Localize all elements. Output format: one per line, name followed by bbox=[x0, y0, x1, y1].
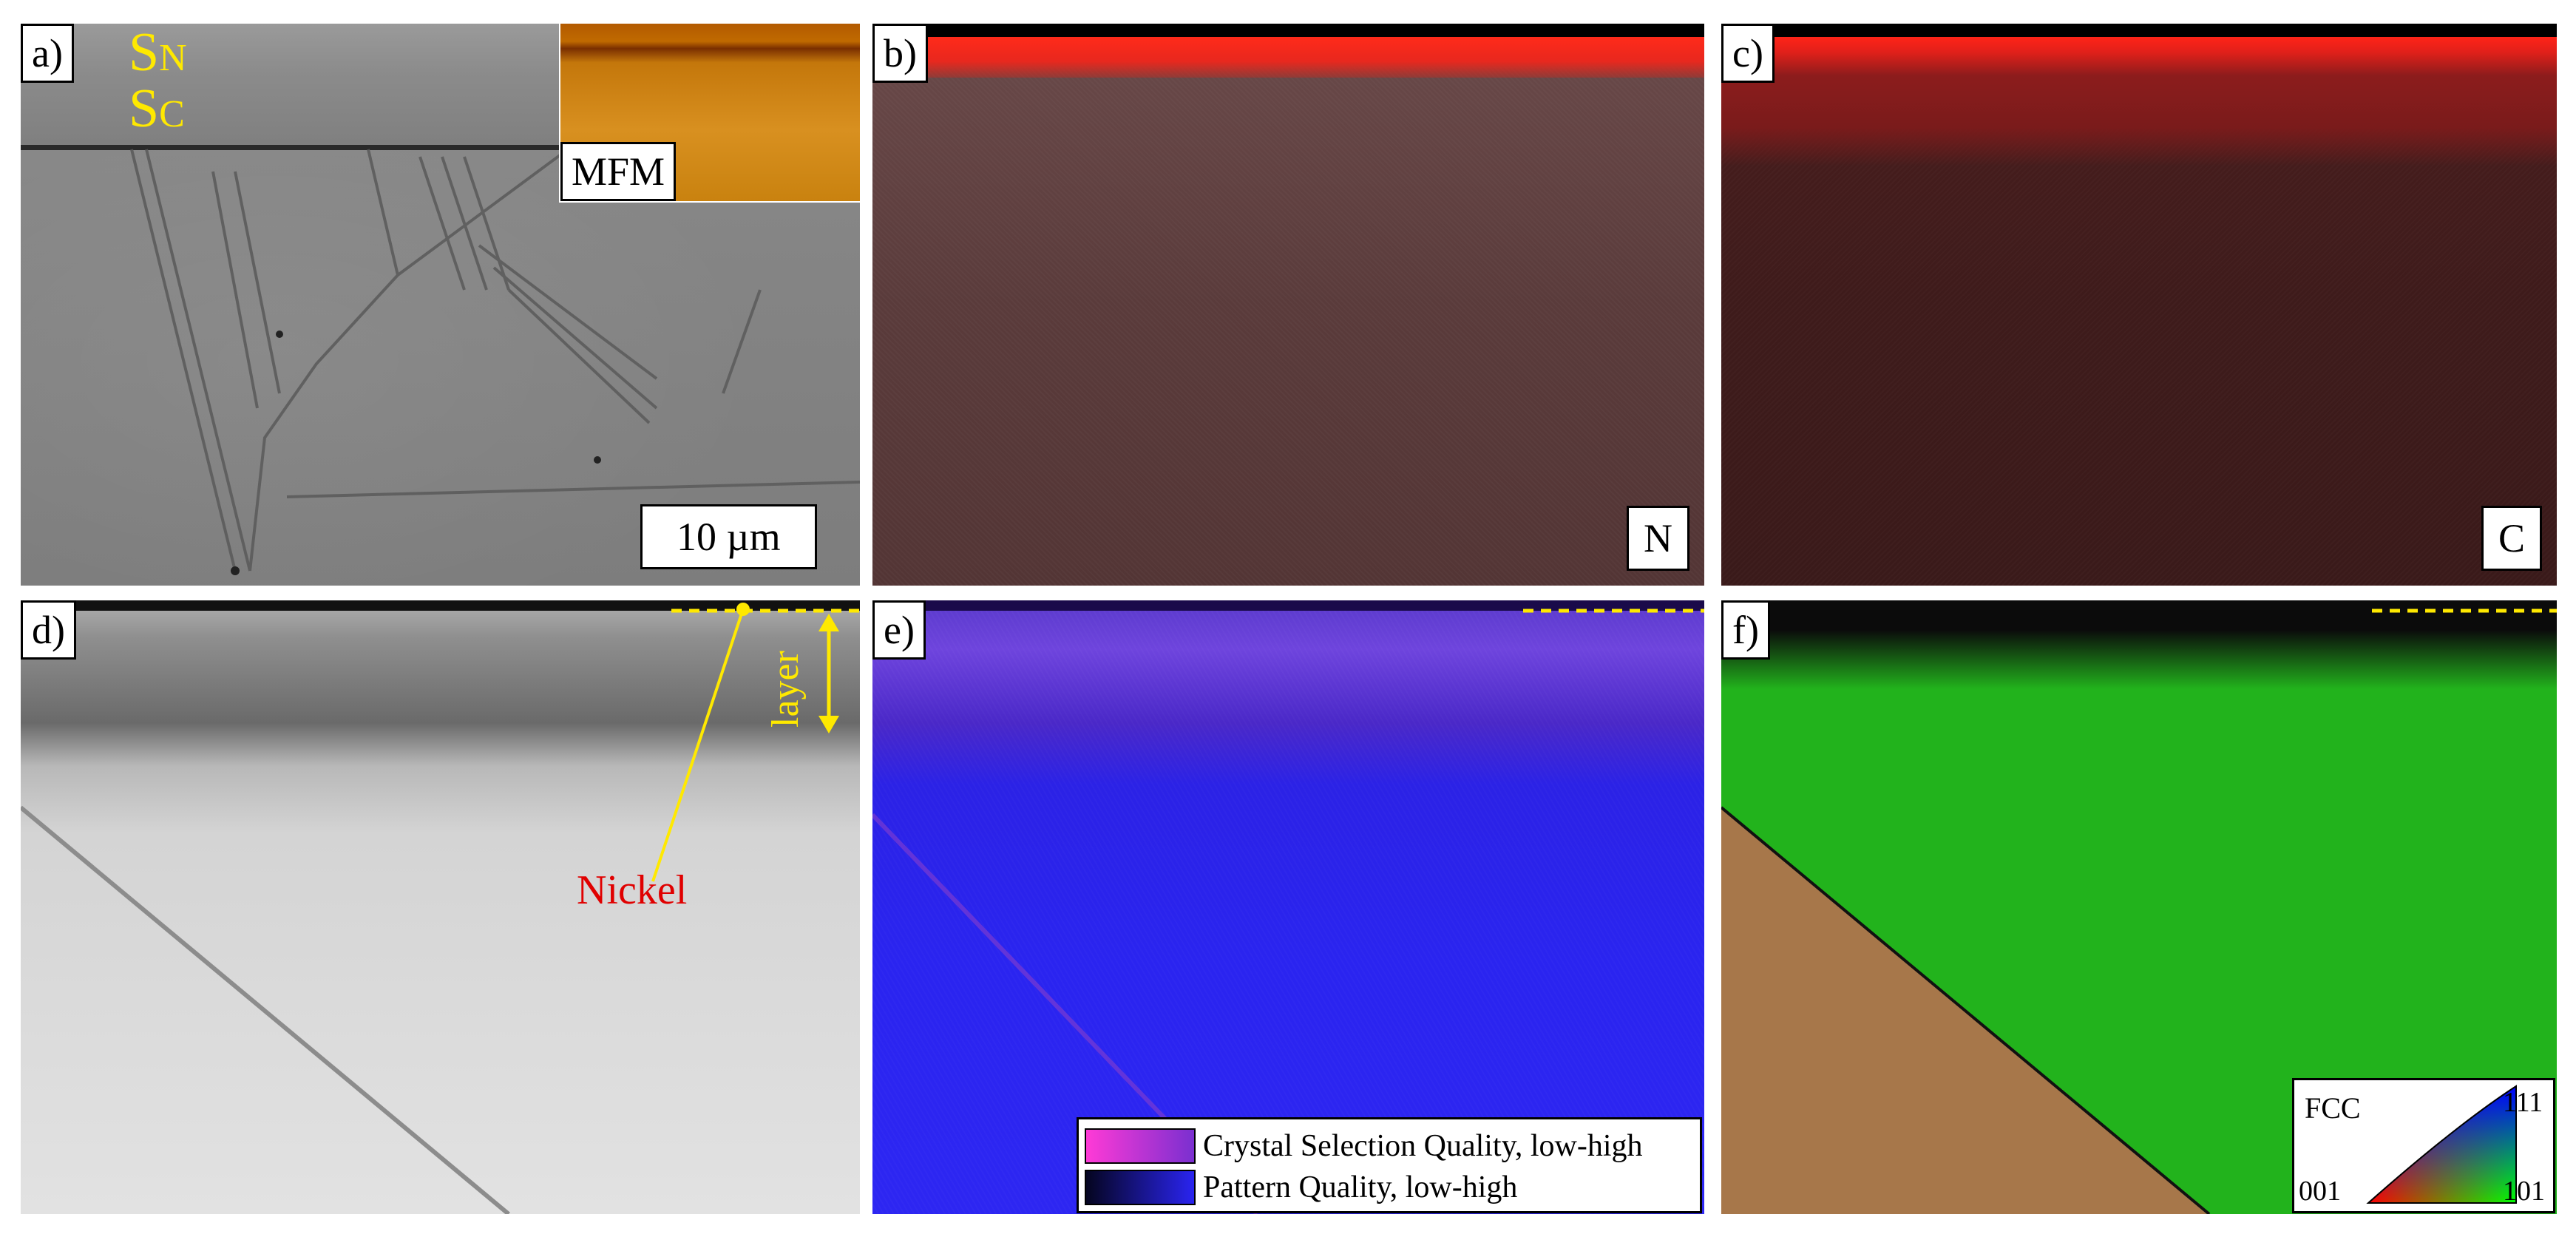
panel-b-nitrogen-map: b) N bbox=[872, 24, 1704, 586]
scale-bar-label: 10 µm bbox=[640, 504, 817, 569]
legend-row-pattern-quality: Pattern Quality, low-high bbox=[1085, 1168, 1517, 1207]
layer-thickness-arrow bbox=[818, 614, 839, 733]
ipf-corner-001: 001 bbox=[2299, 1176, 2341, 1207]
nitrogen-rich-layer bbox=[872, 37, 1704, 78]
panel-c-label: c) bbox=[1721, 24, 1775, 83]
panel-d-overlay bbox=[21, 603, 860, 1214]
panel-e-label: e) bbox=[872, 600, 926, 660]
ipf-triangle bbox=[2366, 1085, 2517, 1204]
surface-edge bbox=[872, 600, 1704, 611]
ipf-corner-111: 111 bbox=[2503, 1087, 2543, 1118]
layer-label: layer bbox=[765, 651, 807, 728]
map-top-edge bbox=[1721, 24, 2557, 37]
element-label-c: C bbox=[2481, 506, 2542, 571]
mfm-inset-label: MFM bbox=[560, 142, 677, 201]
map-top-edge bbox=[872, 24, 1704, 37]
layer-boundary bbox=[21, 145, 860, 150]
nickel-label: Nickel bbox=[577, 867, 688, 913]
phase-label: FCC bbox=[2305, 1091, 2361, 1125]
ipf-legend: FCC 001 101 111 bbox=[2292, 1078, 2555, 1213]
panel-c-carbon-map: c) C bbox=[1721, 24, 2557, 586]
panel-a-label: a) bbox=[21, 24, 74, 83]
pattern-quality-swatch bbox=[1085, 1170, 1196, 1205]
panel-d-label: d) bbox=[21, 600, 76, 660]
panel-f-label: f) bbox=[1721, 600, 1770, 660]
carbon-rich-layer bbox=[1721, 37, 2557, 166]
quality-legend: Crystal Selection Quality, low-high Patt… bbox=[1077, 1117, 1702, 1213]
legend-row-crystal-selection: Crystal Selection Quality, low-high bbox=[1085, 1127, 1643, 1165]
grain-boundary bbox=[21, 805, 510, 1214]
panel-d-bse-image: d) layer Nickel bbox=[21, 600, 860, 1214]
sc-annotation: SC bbox=[129, 78, 185, 139]
transition-zone bbox=[1721, 630, 2557, 689]
pattern-quality-label: Pattern Quality, low-high bbox=[1203, 1170, 1518, 1204]
element-label-n: N bbox=[1627, 506, 1689, 571]
grain-features bbox=[130, 148, 860, 575]
surface-edge bbox=[21, 600, 860, 611]
panel-f-ebsd-ipf-map: f) bbox=[1721, 600, 2557, 1214]
crystal-selection-swatch bbox=[1085, 1128, 1196, 1164]
panel-e-quality-map: e) bbox=[872, 600, 1704, 1214]
grain-boundary bbox=[1721, 806, 2211, 1214]
sn-annotation: SN bbox=[129, 24, 187, 83]
nickel-pointer-line bbox=[651, 609, 745, 882]
panel-b-label: b) bbox=[872, 24, 928, 83]
ipf-corner-101: 101 bbox=[2503, 1176, 2545, 1207]
crystal-selection-label: Crystal Selection Quality, low-high bbox=[1203, 1129, 1643, 1163]
panel-a-sem-image: a) SN SC MFM 10 µm bbox=[21, 24, 860, 586]
